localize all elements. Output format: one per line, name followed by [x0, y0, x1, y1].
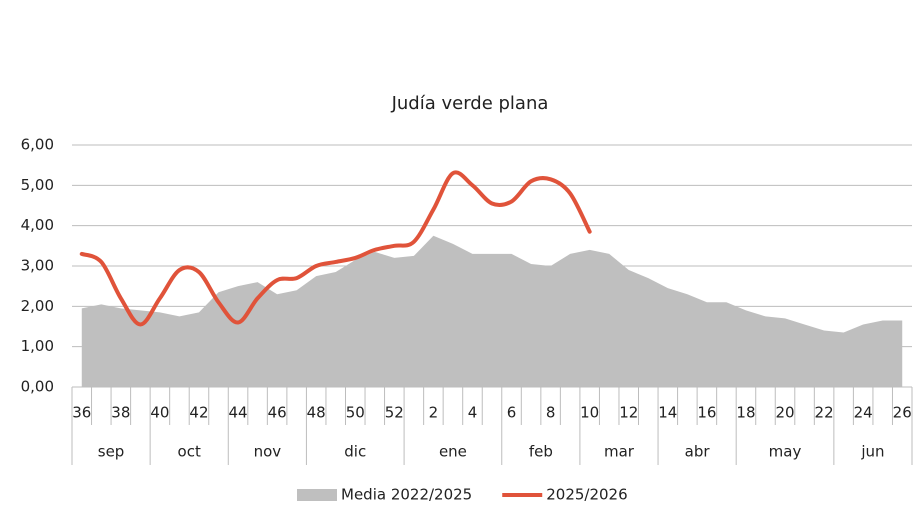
month-label: oct	[178, 443, 201, 461]
legend-swatch	[297, 489, 337, 501]
x-tick-label: 22	[815, 404, 834, 422]
x-tick-label: 42	[189, 404, 208, 422]
x-tick-label: 20	[775, 404, 794, 422]
month-label: mar	[604, 443, 635, 461]
y-tick-label: 3,00	[21, 257, 54, 275]
month-label: jun	[860, 443, 884, 461]
x-tick-label: 40	[150, 404, 169, 422]
x-tick-label: 8	[546, 404, 556, 422]
x-tick-label: 4	[468, 404, 478, 422]
month-label: may	[769, 443, 802, 461]
x-tick-label: 24	[854, 404, 873, 422]
y-tick-label: 2,00	[21, 297, 54, 315]
y-tick-label: 5,00	[21, 176, 54, 194]
month-label: ene	[439, 443, 467, 461]
x-tick-label: 10	[580, 404, 599, 422]
y-tick-label: 1,00	[21, 337, 54, 355]
x-tick-label: 26	[893, 404, 912, 422]
x-tick-label: 52	[385, 404, 404, 422]
y-tick-label: 4,00	[21, 216, 54, 234]
line	[79, 170, 592, 327]
x-tick-label: 18	[736, 404, 755, 422]
month-label: feb	[529, 443, 553, 461]
x-tick-label: 38	[111, 404, 130, 422]
chart-title: Judía verde plana	[391, 93, 549, 114]
area	[81, 235, 903, 387]
x-tick-label: 6	[507, 404, 517, 422]
legend-label: Media 2022/2025	[341, 486, 472, 504]
x-tick-label: 2	[429, 404, 439, 422]
y-tick-label: 0,00	[21, 378, 54, 396]
x-tick-label: 46	[268, 404, 287, 422]
x-tick-label: 36	[72, 404, 91, 422]
x-tick-label: 44	[228, 404, 247, 422]
x-tick-label: 16	[697, 404, 716, 422]
x-tick-label: 50	[346, 404, 365, 422]
month-label: abr	[685, 443, 711, 461]
x-tick-label: 12	[619, 404, 638, 422]
x-tick-label: 48	[307, 404, 326, 422]
x-tick-label: 14	[658, 404, 677, 422]
legend-label: 2025/2026	[546, 486, 627, 504]
month-label: dic	[344, 443, 366, 461]
month-label: nov	[254, 443, 282, 461]
month-label: sep	[98, 443, 125, 461]
y-tick-label: 6,00	[21, 136, 54, 154]
